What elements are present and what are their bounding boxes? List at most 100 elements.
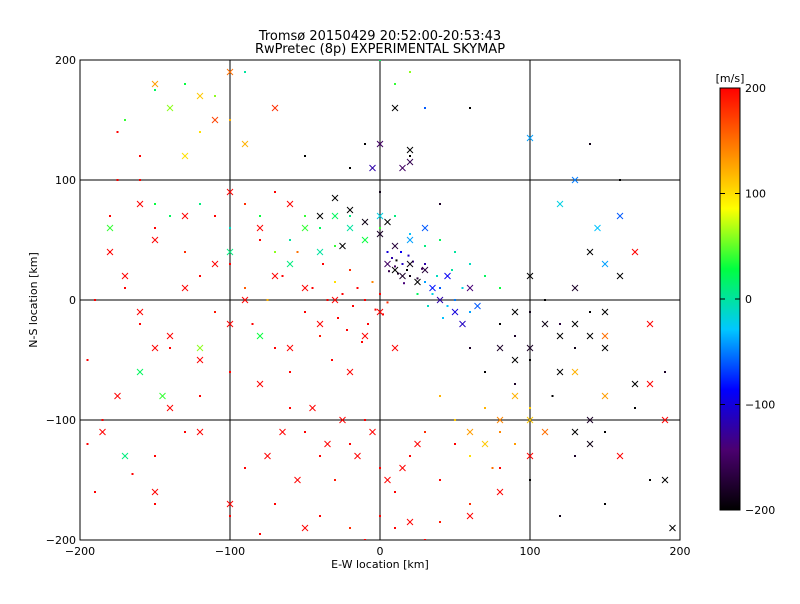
scatter-dot-point bbox=[454, 419, 456, 421]
scatter-dot-point bbox=[199, 131, 201, 133]
scatter-cross-point bbox=[331, 296, 339, 304]
x-axis-label: E-W location [km] bbox=[331, 558, 429, 571]
scatter-dot-point bbox=[184, 83, 186, 85]
scatter-cross-point bbox=[391, 266, 399, 274]
data-marks bbox=[86, 60, 676, 540]
scatter-dot-point bbox=[352, 305, 354, 307]
scatter-cross-point bbox=[496, 344, 504, 352]
scatter-dot-point bbox=[274, 191, 276, 193]
scatter-cross-point bbox=[406, 158, 414, 166]
scatter-dot-point bbox=[454, 443, 456, 445]
scatter-dot-point bbox=[469, 455, 471, 457]
scatter-cross-point bbox=[466, 284, 474, 292]
scatter-cross-point bbox=[571, 320, 579, 328]
scatter-cross-point bbox=[391, 242, 399, 250]
scatter-dot-point bbox=[469, 347, 471, 349]
scatter-dot-point bbox=[274, 503, 276, 505]
scatter-dot-point bbox=[214, 95, 216, 97]
scatter-dot-point bbox=[364, 419, 366, 421]
scatter-dot-point bbox=[574, 455, 576, 457]
scatter-dot-point bbox=[436, 275, 438, 277]
scatter-cross-point bbox=[316, 320, 324, 328]
scatter-cross-point bbox=[211, 116, 219, 124]
scatter-cross-point bbox=[331, 194, 339, 202]
scatter-dot-point bbox=[139, 323, 141, 325]
scatter-dot-point bbox=[86, 359, 89, 361]
scatter-dot-point bbox=[304, 431, 306, 433]
scatter-dot-point bbox=[154, 227, 156, 229]
scatter-dot-point bbox=[214, 215, 216, 217]
colorbar-tick-label: 0 bbox=[745, 293, 752, 306]
scatter-dot-point bbox=[634, 407, 636, 409]
scatter-cross-point bbox=[526, 134, 534, 142]
scatter-cross-point bbox=[151, 488, 159, 496]
scatter-cross-point bbox=[399, 464, 406, 472]
scatter-dot-point bbox=[131, 473, 134, 475]
scatter-dot-point bbox=[424, 281, 426, 283]
scatter-cross-point bbox=[106, 224, 114, 232]
scatter-dot-point bbox=[322, 263, 324, 265]
scatter-dot-point bbox=[229, 119, 231, 121]
scatter-cross-point bbox=[196, 344, 204, 352]
scatter-dot-point bbox=[407, 254, 410, 257]
scatter-cross-point bbox=[166, 332, 174, 340]
scatter-dot-point bbox=[469, 263, 471, 265]
scatter-cross-point bbox=[436, 296, 444, 304]
scatter-dot-point bbox=[331, 359, 333, 361]
scatter-dot-point bbox=[289, 239, 291, 241]
scatter-dot-point bbox=[229, 515, 231, 517]
y-tick-label: −200 bbox=[46, 534, 76, 547]
scatter-cross-point bbox=[541, 320, 549, 328]
scatter-cross-point bbox=[316, 212, 324, 220]
scatter-cross-point bbox=[376, 230, 384, 238]
colorbar-ticks: −200 −100 0 100 200 bbox=[720, 82, 775, 517]
scatter-dot-point bbox=[341, 293, 344, 295]
scatter-dot-point bbox=[401, 263, 404, 265]
scatter-cross-point bbox=[496, 488, 504, 496]
scatter-dot-point bbox=[484, 275, 486, 277]
scatter-cross-point bbox=[151, 236, 159, 244]
scatter-dot-point bbox=[446, 305, 449, 307]
scatter-dot-point bbox=[346, 329, 348, 331]
scatter-dot-point bbox=[469, 107, 471, 109]
scatter-cross-point bbox=[264, 452, 271, 460]
scatter-cross-point bbox=[526, 344, 534, 352]
scatter-dot-point bbox=[394, 83, 396, 85]
y-tick-label: 200 bbox=[55, 54, 76, 67]
scatter-dot-point bbox=[386, 251, 389, 253]
scatter-cross-point bbox=[256, 224, 264, 232]
scatter-cross-point bbox=[196, 428, 204, 436]
scatter-dot-point bbox=[604, 503, 606, 505]
scatter-dot-point bbox=[364, 143, 366, 145]
scatter-dot-point bbox=[86, 443, 89, 445]
scatter-dot-point bbox=[439, 395, 441, 397]
x-tick-label: 0 bbox=[377, 545, 384, 558]
scatter-cross-point bbox=[301, 284, 309, 292]
scatter-dot-point bbox=[259, 215, 261, 217]
scatter-cross-point bbox=[511, 308, 519, 316]
scatter-dot-point bbox=[326, 299, 329, 301]
scatter-dot-point bbox=[529, 407, 531, 409]
scatter-cross-point bbox=[646, 320, 654, 328]
scatter-dot-point bbox=[604, 431, 606, 433]
scatter-cross-point bbox=[526, 452, 534, 460]
scatter-cross-point bbox=[181, 284, 189, 292]
scatter-dot-point bbox=[349, 443, 351, 445]
scatter-dot-point bbox=[649, 479, 651, 481]
scatter-cross-point bbox=[391, 344, 399, 352]
scatter-cross-point bbox=[616, 212, 624, 220]
scatter-dot-point bbox=[514, 335, 516, 337]
scatter-dot-point bbox=[529, 479, 531, 481]
scatter-cross-point bbox=[136, 200, 144, 208]
scatter-dot-point bbox=[499, 287, 501, 289]
scatter-dot-point bbox=[319, 227, 321, 229]
scatter-dot-point bbox=[244, 467, 246, 469]
scatter-cross-point bbox=[586, 440, 594, 448]
scatter-cross-point bbox=[406, 146, 414, 154]
scatter-dot-point bbox=[229, 263, 231, 265]
scatter-cross-point bbox=[421, 224, 429, 232]
scatter-dot-point bbox=[184, 251, 186, 253]
scatter-cross-point bbox=[121, 452, 129, 460]
scatter-dot-point bbox=[154, 203, 156, 205]
